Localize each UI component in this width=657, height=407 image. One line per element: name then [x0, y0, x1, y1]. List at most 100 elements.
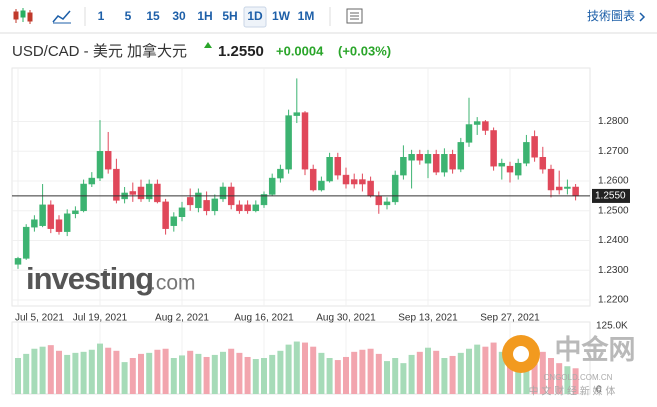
y-tick-label: 1.2200 [598, 295, 629, 306]
candle-body [523, 142, 530, 164]
candle-body [506, 165, 514, 173]
candle-body [383, 201, 391, 206]
interval-button[interactable]: 1 [98, 9, 105, 23]
candle-body [424, 154, 432, 164]
watermark: investing .com [26, 261, 196, 296]
volume-bar [359, 349, 366, 394]
volume-bar [449, 355, 456, 394]
volume-bar [129, 358, 136, 394]
last-price-box [592, 188, 630, 203]
candle-body [441, 154, 448, 173]
candle-body [277, 168, 284, 179]
candle-body [47, 204, 55, 229]
plot: 1.2200 1.2300 1.2400 1.2500 1.2600 1.2700 1.28… [12, 68, 630, 396]
area-icon[interactable] [52, 10, 71, 24]
logo-url: CNGOLD.COM.CN [544, 373, 613, 382]
volume-bar [515, 358, 522, 394]
y-tick-label: 1.2500 [598, 205, 629, 216]
candle-body [39, 204, 46, 226]
candle-body [547, 168, 555, 191]
chevron[interactable] [639, 12, 646, 22]
y-tick-label: 1.2600 [598, 176, 629, 187]
volume-bar [400, 363, 407, 394]
candle-body [113, 168, 120, 201]
chart-link[interactable]: 技術圖表 [587, 9, 635, 23]
x-tick-label: Aug 30, 2021 [316, 313, 376, 324]
volume-bar [334, 360, 341, 394]
candle-body [129, 191, 137, 195]
candle-body [457, 142, 465, 170]
candle-body [170, 216, 178, 226]
candle-body [342, 174, 350, 185]
candle-body [375, 195, 383, 206]
candle-body [309, 168, 317, 191]
volume-bar [244, 356, 251, 394]
candle-body [555, 186, 563, 191]
x-tick-label: Aug 2, 2021 [155, 313, 209, 324]
candle-body [219, 186, 227, 200]
selected-button[interactable] [243, 6, 267, 28]
volume-bar [31, 348, 38, 394]
watermark-suffix: .com [150, 272, 196, 295]
candle-body [359, 179, 366, 185]
volume-bar [539, 351, 546, 394]
volume-bar [252, 359, 259, 394]
x-tick-label: Sep 13, 2021 [398, 313, 458, 324]
candle-body [154, 183, 161, 203]
volume-bar [228, 348, 235, 394]
interval-button[interactable]: 1D [247, 9, 263, 23]
volume-bar [531, 355, 538, 394]
change-pct: (+0.03%) [338, 43, 391, 58]
volume-bar [80, 351, 87, 394]
interval-buttons: 1 5 15 30 1H 5H 1D 1W 1M [98, 6, 315, 28]
candle-body [432, 154, 440, 173]
candle-body [473, 121, 481, 125]
volume-bar [564, 366, 571, 394]
x-tick-label: Sep 27, 2021 [480, 313, 540, 324]
volume-bar [72, 352, 79, 394]
volume-bar [105, 347, 112, 394]
change: +0.0004 [276, 43, 324, 58]
candle-body [96, 151, 104, 179]
up-arrow [204, 42, 212, 48]
volume-bar [310, 346, 317, 394]
interval-button[interactable]: 15 [146, 9, 160, 23]
volume-bar [572, 368, 579, 394]
interval-button[interactable]: 1W [272, 9, 291, 23]
volume-bar [441, 358, 448, 394]
volume-bar [113, 350, 120, 394]
interval-button[interactable]: 1H [197, 9, 212, 23]
volume-bar [384, 361, 390, 394]
volume-bar [154, 349, 161, 394]
x-tick-label: Aug 16, 2021 [234, 313, 294, 324]
candle-body [244, 204, 251, 212]
volume-bar [326, 358, 333, 394]
volume-bar [548, 358, 554, 394]
volume-bar [293, 341, 300, 394]
interval-button[interactable]: 30 [172, 9, 186, 23]
volume-bar [523, 360, 530, 394]
volume-bar [162, 348, 169, 394]
volume-bar [556, 363, 563, 394]
volume-bar [507, 354, 513, 394]
candle-body [252, 204, 260, 212]
volume-bar [203, 356, 210, 394]
candle-body [145, 183, 153, 200]
volume-bar [56, 350, 62, 394]
candle-body [531, 136, 538, 158]
candle-body [137, 186, 145, 200]
candle-body [14, 258, 22, 265]
y-tick-label: 1.2800 [598, 116, 629, 127]
interval-button[interactable]: 1M [298, 9, 315, 23]
settings-icon[interactable] [346, 8, 363, 24]
volume-bar [367, 348, 374, 394]
candle-body [490, 130, 497, 167]
candle-body [63, 213, 71, 232]
interval-button[interactable]: 5H [222, 9, 237, 23]
volume-bar [187, 350, 194, 394]
candle-icon[interactable] [13, 8, 33, 24]
candle-body [318, 180, 325, 191]
volume-bar [302, 342, 308, 394]
interval-button[interactable]: 5 [125, 9, 132, 23]
